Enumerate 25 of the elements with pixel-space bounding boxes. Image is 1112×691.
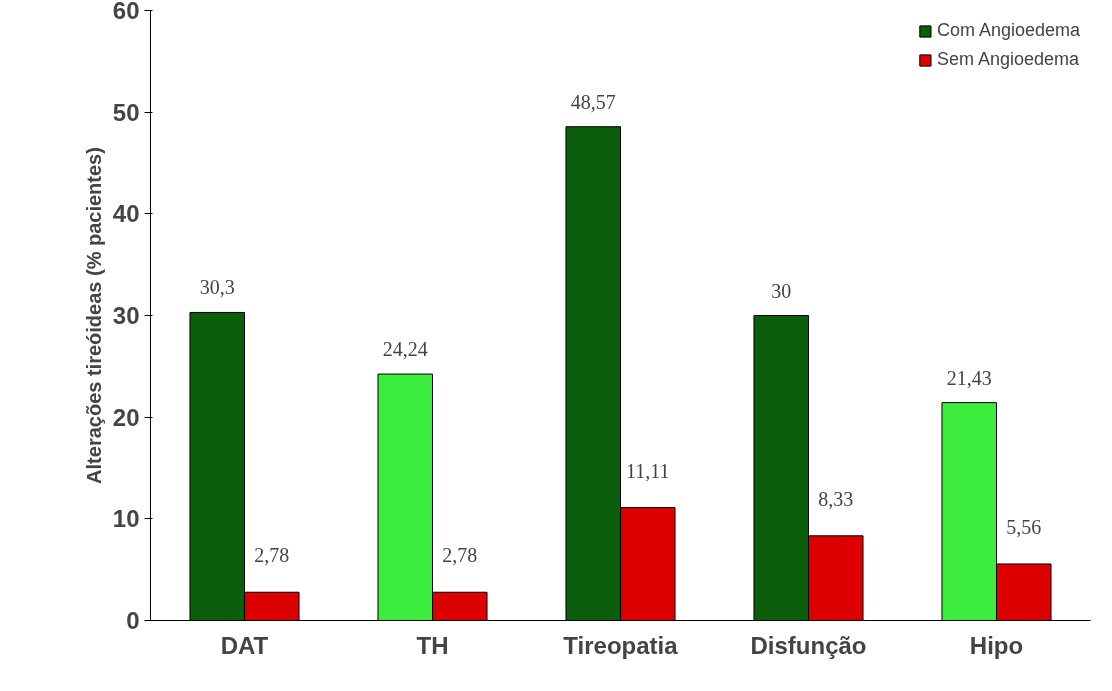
x-tick-label: Hipo (969, 631, 1024, 659)
data-label: 30,3 (199, 276, 235, 299)
x-tick-label: Disfunção (750, 631, 867, 659)
data-label: 5,56 (1006, 515, 1042, 538)
y-tick-label: 50 (112, 98, 140, 126)
data-label: 30 (771, 279, 792, 302)
x-tick-label: TH (416, 631, 449, 659)
y-tick-label: 20 (112, 403, 140, 431)
y-tick-label: 0 (126, 607, 140, 634)
data-label: 24,24 (382, 338, 428, 361)
y-tick-label: 30 (112, 302, 140, 329)
y-tick-label: 40 (112, 200, 140, 228)
data-label: 2,78 (442, 544, 478, 567)
data-label: 11,11 (626, 459, 670, 482)
legend-label: Com Angioedema (936, 20, 1080, 41)
x-tick-label: DAT (220, 631, 269, 659)
data-label: 48,57 (570, 90, 616, 113)
legend-label: Sem Angioedema (936, 49, 1079, 70)
data-label: 8,33 (818, 487, 854, 510)
y-tick-label: 10 (112, 505, 140, 533)
data-label: 21,43 (946, 366, 992, 389)
data-label: 2,78 (254, 544, 290, 567)
y-axis-title: Alterações tireóideas (% pacientes) (82, 147, 105, 484)
y-tick-label: 60 (112, 0, 140, 24)
x-tick-label: Tireopatia (563, 631, 679, 659)
